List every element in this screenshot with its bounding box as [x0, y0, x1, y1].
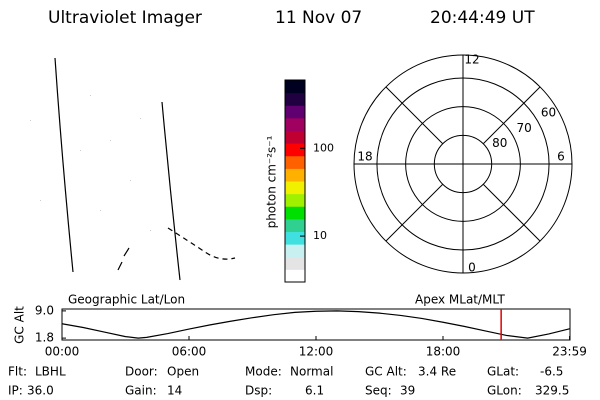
- polar-spoke: [483, 86, 541, 144]
- colorbar-segment: [285, 168, 305, 182]
- info-label: Dsp:: [245, 384, 272, 398]
- title: Ultraviolet Imager: [48, 8, 202, 28]
- colorbar-label: photon cm⁻²s⁻¹: [265, 135, 279, 228]
- info-label: Flt:: [8, 365, 27, 379]
- colorbar-segment: [285, 155, 305, 169]
- orbit-y-tick-label: 9.0: [35, 303, 54, 317]
- colorbar-segment: [285, 92, 305, 106]
- image-noise: [30, 95, 151, 231]
- time: 20:44:49 UT: [430, 8, 535, 28]
- info-label: Seq:: [365, 384, 392, 398]
- colorbar-segment: [285, 206, 305, 220]
- polar-ring-label: 60: [541, 106, 556, 120]
- colorbar-tick-label: 100: [313, 141, 334, 154]
- image-line: [161, 101, 181, 281]
- info-value: 36.0: [27, 384, 54, 398]
- info-value: 6.1: [305, 384, 324, 398]
- image-line: [54, 57, 74, 273]
- orbit-x-tick-label: 18:00: [426, 345, 461, 359]
- colorbar-segment: [285, 218, 305, 232]
- info-value: Open: [167, 365, 199, 379]
- polar-mlt-label: 0: [468, 261, 476, 275]
- polar-ring: [376, 77, 550, 251]
- image-line: [167, 227, 236, 260]
- colorbar-segment: [285, 181, 305, 195]
- colorbar-segment: [285, 143, 305, 157]
- info-value: LBHL: [35, 365, 66, 379]
- info-label: GLon:: [487, 384, 522, 398]
- colorbar-segment: [285, 256, 305, 270]
- info-label: Mode:: [245, 365, 282, 379]
- image-line: [117, 247, 130, 271]
- orbit-x-tick-label: 12:00: [299, 345, 334, 359]
- info-value: Normal: [290, 365, 333, 379]
- info-value: 3.4 Re: [418, 365, 456, 379]
- colorbar-frame: [284, 79, 306, 283]
- colorbar-segment: [285, 244, 305, 258]
- info-label: Gain:: [125, 384, 157, 398]
- info-value: -6.5: [540, 365, 563, 379]
- colorbar-segment: [285, 105, 305, 119]
- orbit-left-label: Geographic Lat/Lon: [68, 293, 185, 307]
- polar-frame: [353, 54, 573, 274]
- info-value: 39: [400, 384, 415, 398]
- info-label: GLat:: [487, 365, 519, 379]
- colorbar-segment: [285, 117, 305, 131]
- info-label: GC Alt:: [365, 365, 407, 379]
- polar-mlt-label: 6: [557, 150, 565, 164]
- polar-spoke: [385, 86, 443, 144]
- info-value: 14: [167, 384, 182, 398]
- colorbar-segment: [285, 130, 305, 144]
- polar-spoke: [483, 184, 541, 242]
- polar-mlt-label: 18: [357, 150, 372, 164]
- orbit-x-tick-label: 23:59: [552, 345, 587, 359]
- orbit-y-tick-label: 1.8: [35, 331, 54, 345]
- colorbar-segment: [285, 231, 305, 245]
- polar-ring: [405, 106, 521, 222]
- polar-mlt-label: 12: [464, 53, 479, 67]
- info-label: IP:: [8, 384, 23, 398]
- polar-ring-label: 70: [516, 121, 531, 135]
- orbit-ylabel: GC Alt: [13, 306, 27, 344]
- colorbar-segment: [285, 193, 305, 207]
- orbit-line: [61, 310, 571, 339]
- image: [30, 57, 236, 281]
- info-value: 329.5: [535, 384, 569, 398]
- orbit-x-tick-label: 06:00: [172, 345, 207, 359]
- colorbar-segment: [285, 269, 305, 283]
- info-label: Door:: [125, 365, 158, 379]
- polar-ring-label: 80: [492, 136, 507, 150]
- colorbar-tick-label: 10: [313, 229, 327, 242]
- date: 11 Nov 07: [275, 8, 362, 28]
- orbit-x-tick-label: 00:00: [45, 345, 80, 359]
- polar-ring: [433, 134, 493, 194]
- polar-spoke: [385, 184, 443, 242]
- colorbar-segment: [285, 80, 305, 94]
- orbit-right-label: Apex MLat/MLT: [415, 293, 505, 307]
